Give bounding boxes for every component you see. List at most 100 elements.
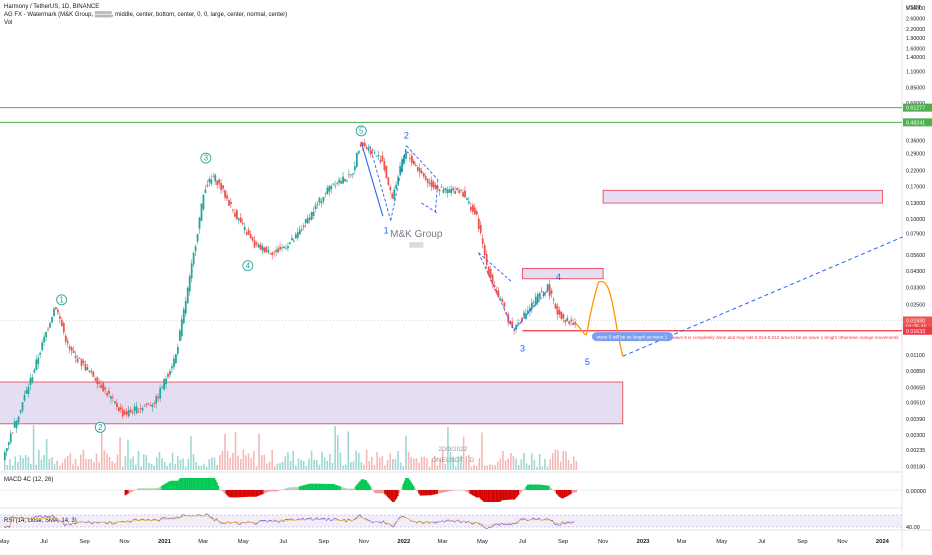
price-candle [85,364,87,370]
macd-bar [195,478,196,490]
price-candle [399,166,401,174]
wave-structure-line[interactable] [422,203,438,213]
volume-bar [565,451,567,470]
macd-bar [206,478,207,490]
volume-bar [463,437,465,470]
volume-bar [33,425,35,470]
wave4-zone[interactable] [522,268,603,278]
price-axis-tick: 0.01100 [906,353,925,359]
volume-bar [277,464,279,470]
price-candle [20,410,22,412]
wave-structure-line[interactable] [479,253,512,282]
macd-bar [240,490,241,497]
wave-structure-line[interactable] [514,287,550,330]
wave-label-text[interactable]: 2 [404,130,409,140]
macd-bar [345,488,346,490]
price-candle [51,317,53,322]
volume-bar [479,458,481,470]
macd-bar [317,484,318,490]
price-candle [539,293,541,297]
volume-bar [368,461,370,470]
macd-bar [553,490,554,491]
macd-bar [302,486,303,490]
price-candle [26,390,28,394]
price-candle [423,173,425,176]
price-candle [545,293,547,294]
upper-target-zone[interactable] [603,190,882,203]
volume-bar [397,451,399,470]
volume-bar [576,461,578,470]
wave-structure-line[interactable] [479,253,514,330]
price-axis-tick: 0.07900 [906,232,925,238]
macd-bar [243,490,244,497]
macd-bar [146,488,147,490]
macd-bar [169,481,170,490]
macd-bar [397,490,398,496]
wave-label-text[interactable]: 5 [359,126,364,135]
macd-bar [167,483,168,490]
volume-bar [109,457,111,470]
rsi-label[interactable]: RSI (14, close, SMA, 14, 3) [4,518,77,524]
price-candle [541,291,543,292]
price-candle [31,377,33,382]
price-candle [212,177,214,178]
macd-bar [125,490,126,495]
wave-label-text[interactable]: 4 [556,272,561,282]
macd-bar [506,490,507,500]
price-candle [384,161,386,170]
price-candle [191,264,193,279]
macd-bar [140,488,141,490]
lower-demand-zone[interactable] [0,382,623,424]
macd-bar [451,490,452,491]
volume-bar [164,462,166,470]
macd-label[interactable]: MACD 4C (12, 26) [4,477,53,483]
macd-bar [361,480,362,490]
price-candle [96,377,98,384]
volume-bar [416,458,418,470]
volume-bar [379,458,381,470]
macd-bar [476,490,477,498]
wave-label-text[interactable]: 4 [246,261,251,270]
price-candle [283,246,285,248]
macd-bar [544,485,545,490]
macd-bar [260,490,261,495]
price-candle [138,412,140,413]
wave-label-text[interactable]: 1 [59,295,64,304]
indicator-watermark-label[interactable]: AG FX - Watermark (M&K Group, ▒▒▒▒, midd… [4,11,287,19]
macd-bar [378,490,379,493]
wave-label-text[interactable]: 3 [520,344,525,354]
macd-bar [350,489,351,490]
volume-bar [410,457,412,470]
wave-label-text[interactable]: 1 [384,226,389,236]
volume-bar [539,454,541,470]
time-axis-label: Nov [837,539,847,545]
macd-bar [148,488,149,490]
price-candle [450,189,452,193]
volume-indicator-label[interactable]: Vol [4,19,12,27]
price-candle [382,156,384,162]
price-candle [366,147,368,149]
price-candle [90,371,92,372]
macd-bar [319,484,320,490]
macd-bar [430,490,431,495]
price-candle [10,433,12,442]
callout-text[interactable]: wave 5 will be as length as wave 1 [597,335,668,340]
macd-bar [278,490,279,491]
time-axis-label: Nov [119,539,129,545]
price-candle [562,314,564,318]
wave-label-text[interactable]: 2 [98,423,103,432]
volume-bar [75,459,77,470]
orange-projection-path[interactable] [576,281,623,356]
volume-bar [400,463,402,470]
macd-bar [437,490,438,494]
macd-bar [187,478,188,490]
price-candle [468,202,470,204]
time-axis-label: 2023 [637,539,651,545]
volume-bar [253,451,255,470]
price-candle [193,253,195,265]
wave-label-text[interactable]: 3 [204,154,209,163]
price-axis-tick: 0.00300 [906,433,925,439]
wave-label-text[interactable]: 5 [585,357,590,367]
